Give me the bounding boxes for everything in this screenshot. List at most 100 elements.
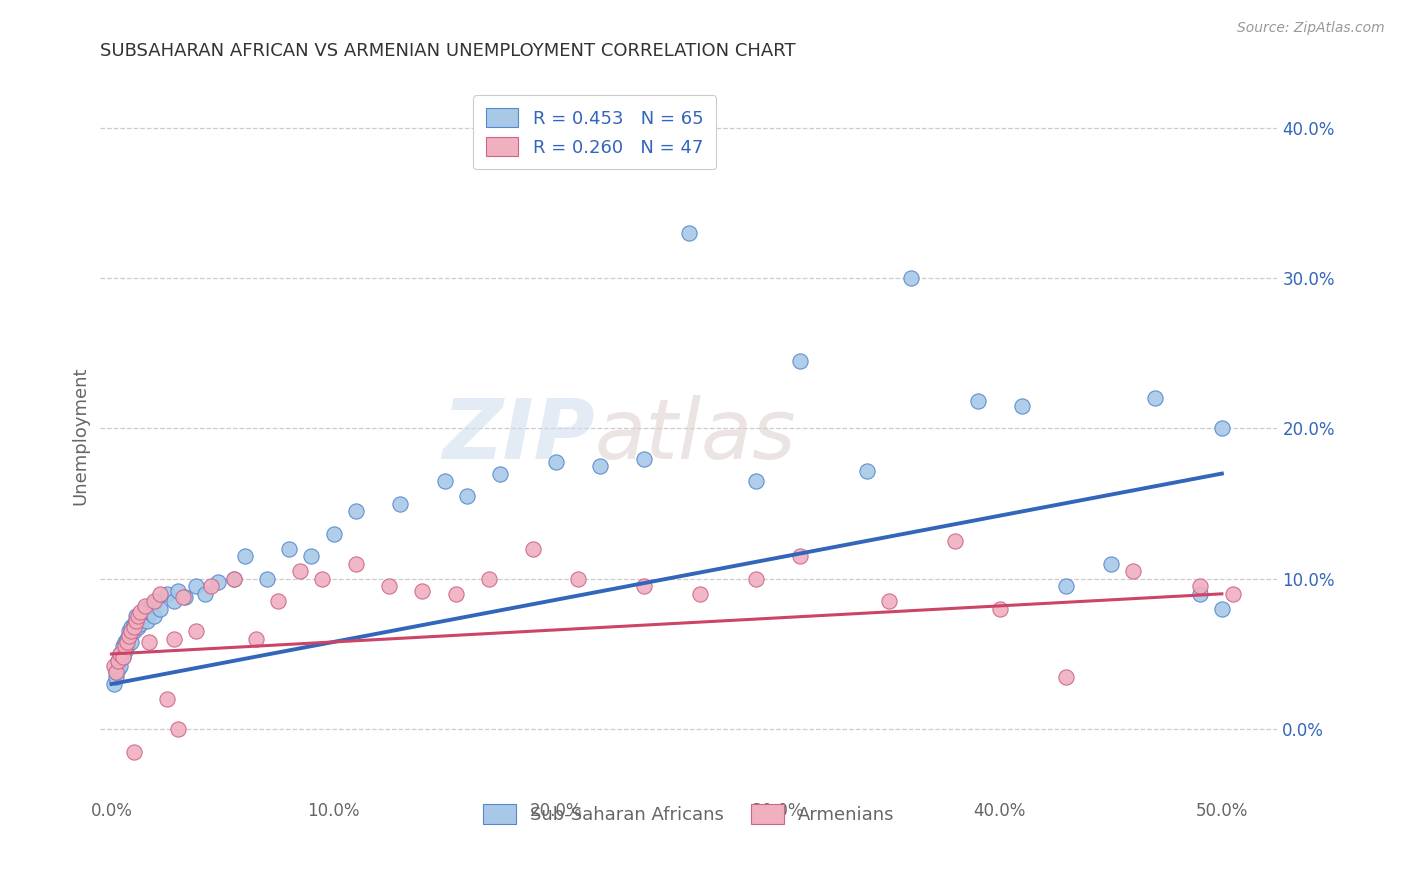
- Point: [1054, 579, 1077, 593]
- Point: [156, 692, 179, 706]
- Point: [114, 640, 136, 654]
- Point: [125, 609, 148, 624]
- Point: [134, 602, 156, 616]
- Point: [142, 594, 165, 608]
- Point: [589, 458, 612, 473]
- Point: [900, 271, 922, 285]
- Point: [110, 659, 132, 673]
- Point: [267, 594, 290, 608]
- Point: [107, 655, 129, 669]
- Point: [744, 572, 766, 586]
- Point: [1122, 564, 1144, 578]
- Point: [122, 745, 145, 759]
- Point: [444, 587, 467, 601]
- Point: [1054, 669, 1077, 683]
- Point: [855, 464, 877, 478]
- Point: [149, 587, 172, 601]
- Point: [299, 549, 322, 564]
- Point: [278, 541, 301, 556]
- Point: [222, 572, 245, 586]
- Point: [114, 644, 136, 658]
- Point: [138, 605, 160, 619]
- Point: [162, 632, 184, 646]
- Legend: Sub-Saharan Africans, Armenians: Sub-Saharan Africans, Armenians: [472, 793, 905, 835]
- Point: [131, 609, 153, 624]
- Point: [1011, 399, 1033, 413]
- Point: [173, 590, 195, 604]
- Point: [134, 599, 156, 613]
- Point: [184, 579, 207, 593]
- Point: [233, 549, 256, 564]
- Point: [789, 549, 811, 564]
- Point: [172, 590, 194, 604]
- Text: ZIP: ZIP: [441, 395, 595, 476]
- Point: [162, 594, 184, 608]
- Point: [115, 632, 138, 646]
- Point: [478, 572, 501, 586]
- Point: [104, 665, 127, 679]
- Point: [118, 624, 141, 639]
- Point: [167, 722, 190, 736]
- Point: [104, 665, 127, 679]
- Point: [103, 677, 125, 691]
- Point: [200, 579, 222, 593]
- Point: [322, 526, 344, 541]
- Point: [1099, 557, 1122, 571]
- Text: atlas: atlas: [595, 395, 796, 476]
- Point: [104, 669, 127, 683]
- Point: [107, 655, 129, 669]
- Point: [118, 629, 141, 643]
- Point: [207, 574, 229, 589]
- Point: [120, 624, 142, 639]
- Point: [103, 659, 125, 673]
- Point: [344, 557, 367, 571]
- Point: [122, 624, 145, 639]
- Y-axis label: Unemployment: Unemployment: [72, 367, 89, 505]
- Point: [129, 605, 152, 619]
- Point: [111, 650, 134, 665]
- Point: [988, 602, 1011, 616]
- Point: [290, 564, 312, 578]
- Text: Source: ZipAtlas.com: Source: ZipAtlas.com: [1237, 21, 1385, 36]
- Point: [877, 594, 900, 608]
- Point: [245, 632, 267, 646]
- Point: [1211, 421, 1233, 435]
- Point: [311, 572, 333, 586]
- Point: [1188, 587, 1211, 601]
- Point: [145, 594, 167, 608]
- Point: [943, 534, 966, 549]
- Point: [184, 624, 207, 639]
- Point: [194, 587, 217, 601]
- Point: [1188, 579, 1211, 593]
- Point: [744, 474, 766, 488]
- Point: [633, 451, 655, 466]
- Point: [110, 647, 132, 661]
- Point: [111, 640, 134, 654]
- Point: [167, 583, 190, 598]
- Point: [129, 616, 152, 631]
- Point: [1222, 587, 1244, 601]
- Point: [120, 635, 142, 649]
- Point: [411, 583, 433, 598]
- Point: [127, 620, 149, 634]
- Point: [1144, 392, 1167, 406]
- Point: [138, 635, 160, 649]
- Point: [222, 572, 245, 586]
- Point: [141, 599, 163, 613]
- Point: [111, 650, 134, 665]
- Point: [789, 354, 811, 368]
- Point: [115, 640, 138, 654]
- Point: [522, 541, 544, 556]
- Point: [966, 394, 988, 409]
- Text: SUBSAHARAN AFRICAN VS ARMENIAN UNEMPLOYMENT CORRELATION CHART: SUBSAHARAN AFRICAN VS ARMENIAN UNEMPLOYM…: [100, 42, 796, 60]
- Point: [256, 572, 278, 586]
- Point: [456, 489, 478, 503]
- Point: [567, 572, 589, 586]
- Point: [689, 587, 711, 601]
- Point: [156, 587, 179, 601]
- Point: [125, 614, 148, 628]
- Point: [110, 647, 132, 661]
- Point: [433, 474, 456, 488]
- Point: [149, 602, 172, 616]
- Point: [120, 620, 142, 634]
